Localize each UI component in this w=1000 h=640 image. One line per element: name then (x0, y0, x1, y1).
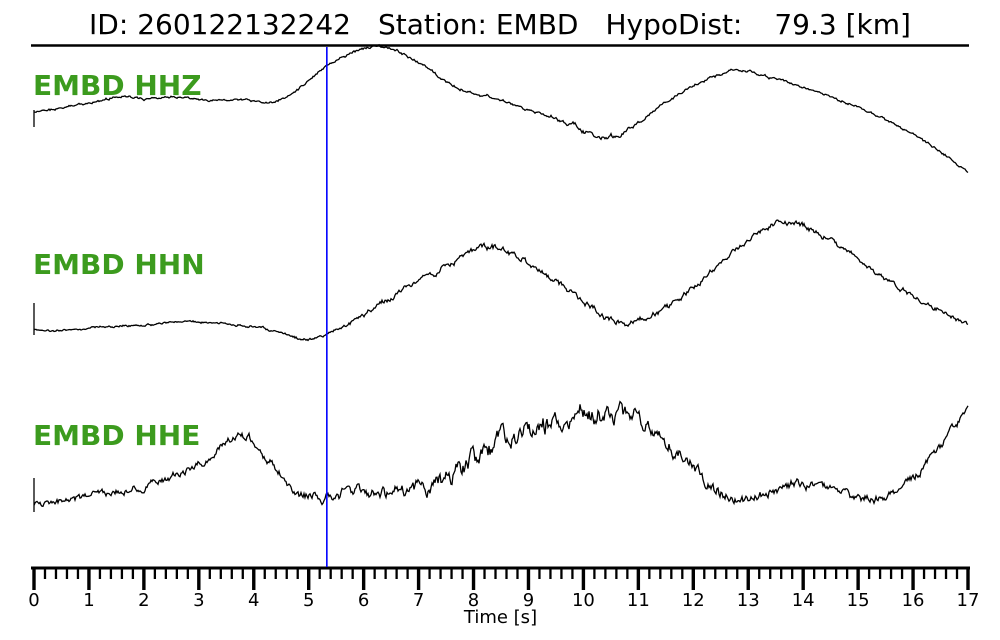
trace-label-embd-hhe: EMBD HHE (33, 419, 201, 452)
title-station: Station: EMBD (377, 8, 579, 41)
x-axis-tick-8: 8 (467, 590, 480, 611)
hypodist-value: 79.3 [km] (774, 8, 911, 41)
x-axis-tick-5: 5 (302, 590, 315, 611)
x-axis-tick-16: 16 (901, 590, 925, 611)
trace-label-embd-hhn: EMBD HHN (33, 248, 205, 281)
x-axis-tick-4: 4 (248, 590, 260, 611)
x-axis-tick-2: 2 (138, 590, 150, 611)
waveform-trace-hhe (33, 400, 969, 512)
title-hypodist: HypoDist: 79.3 [km] (605, 11, 910, 39)
x-axis-tick-14: 14 (791, 590, 815, 611)
plot-title: ID: 260122132242 Station: EMBD HypoDist:… (0, 11, 1000, 39)
x-axis-tick-0: 0 (28, 590, 40, 611)
waveform-trace-hhn (33, 219, 969, 342)
x-axis-tick-9: 9 (522, 590, 535, 611)
waveform-trace-hhz (33, 43, 969, 174)
title-event-id: ID: 260122132242 (89, 8, 351, 41)
x-axis-tick-15: 15 (846, 590, 870, 611)
x-axis-tick-6: 6 (357, 590, 370, 611)
x-axis-tick-12: 12 (681, 590, 705, 611)
x-axis-tick-11: 11 (626, 590, 650, 611)
x-axis-tick-10: 10 (571, 590, 595, 611)
x-axis-tick-7: 7 (412, 590, 425, 611)
x-axis-label: Time [s] (463, 607, 538, 628)
trace-label-embd-hhz: EMBD HHZ (33, 69, 202, 102)
x-axis-tick-1: 1 (83, 590, 95, 611)
x-axis-tick-13: 13 (736, 590, 760, 611)
x-axis-tick-3: 3 (193, 590, 205, 611)
hypodist-label: HypoDist: (605, 8, 743, 41)
x-axis-tick-17: 17 (956, 590, 980, 611)
